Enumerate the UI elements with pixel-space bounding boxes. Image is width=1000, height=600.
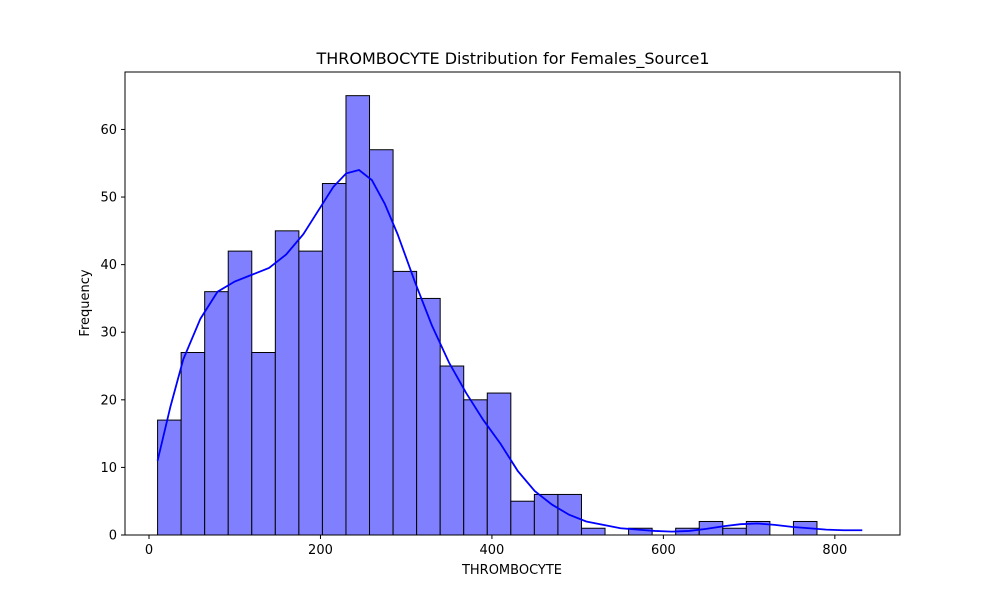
histogram-bar [180,352,206,536]
y-tick-label: 60 [100,123,117,138]
histogram-bar [251,352,276,536]
plot-frame [124,71,901,536]
histogram-bar [722,527,747,536]
histogram-bar [510,500,535,536]
histogram-bar [369,149,394,536]
x-tick-label: 400 [480,543,505,558]
histogram-bar [345,95,371,536]
y-tick-label: 0 [109,529,117,544]
y-tick-label: 50 [100,191,117,206]
y-tick-label: 30 [100,326,117,341]
y-tick-label: 20 [100,393,117,408]
x-tick-label: 600 [651,543,676,558]
histogram-bar [274,230,300,536]
bars-group [157,95,818,536]
histogram-bar [580,527,606,536]
histogram-bar [204,291,229,536]
histogram-bar [227,250,253,536]
y-axis-title: Frequency [78,269,93,336]
histogram-bar [486,392,512,536]
y-axis: 0 10 20 30 40 50 60 [100,123,125,544]
histogram-bar [157,419,182,536]
histogram-bar [392,270,418,536]
x-tick-label: 800 [822,543,847,558]
x-tick-label: 0 [145,543,153,558]
x-axis: 0 200 400 600 800 [145,535,847,558]
chart-title: THROMBOCYTE Distribution for Females_Sou… [315,49,709,69]
histogram-bar [298,250,323,536]
kde-line [156,169,863,533]
x-tick-label: 200 [308,543,333,558]
y-tick-label: 40 [100,258,117,273]
x-axis-title: THROMBOCYTE [461,563,562,578]
histogram-bar [439,365,465,536]
y-tick-label: 10 [100,461,117,476]
histogram-bar [321,183,347,536]
